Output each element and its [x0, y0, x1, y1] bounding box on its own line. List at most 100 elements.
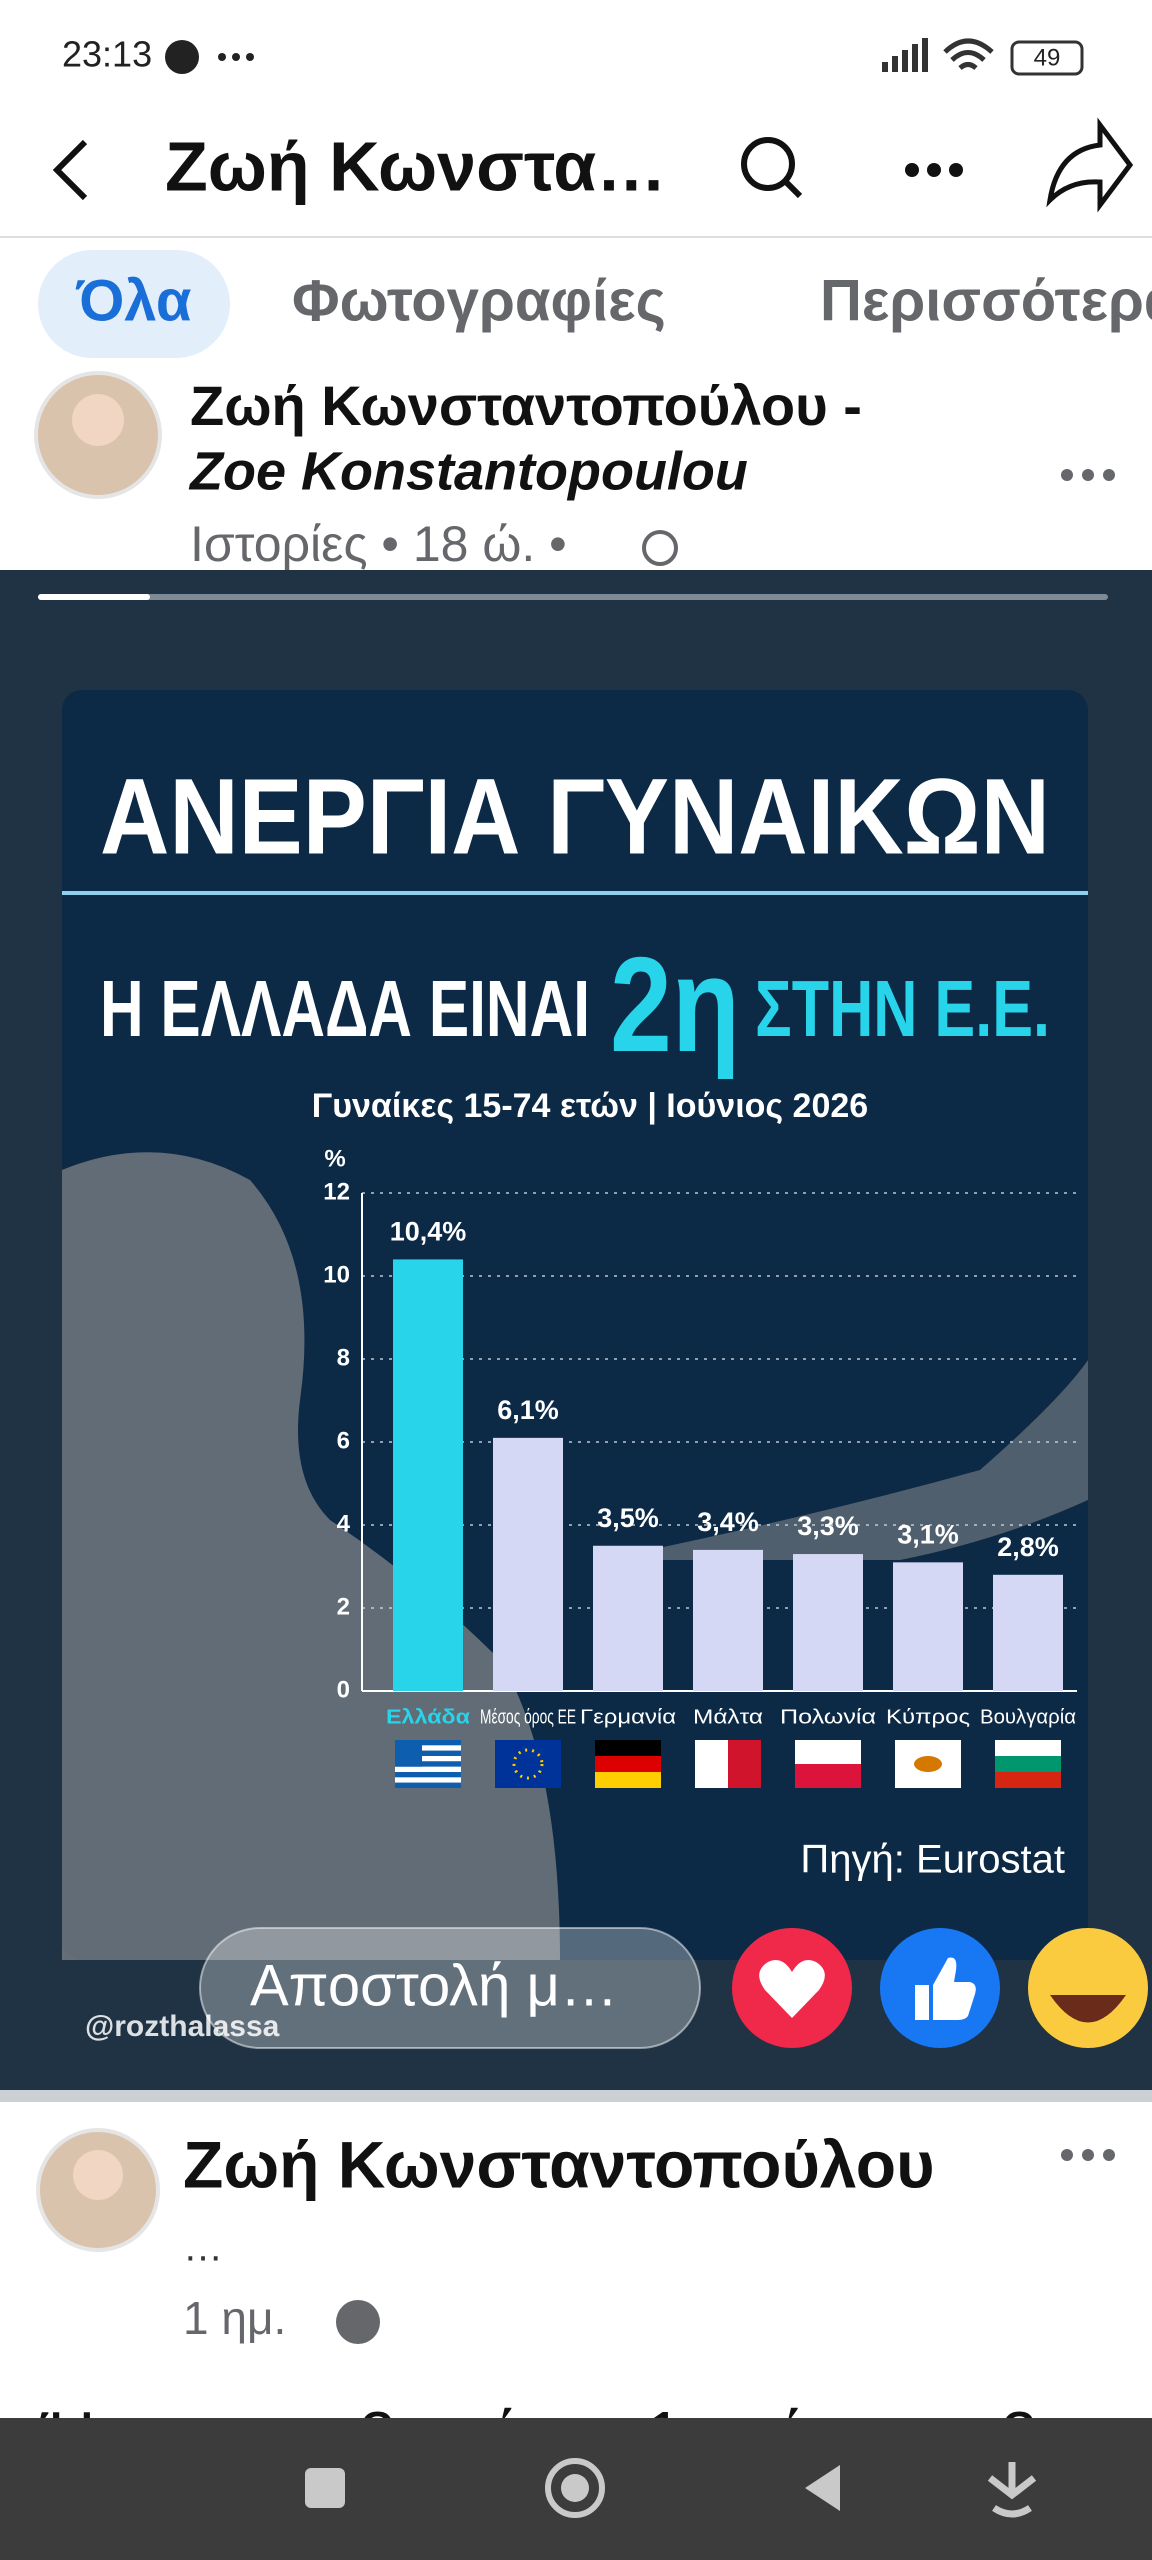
bar [993, 1574, 1063, 1691]
flag-stripe [395, 1782, 461, 1788]
chart-title: ΑΝΕΡΓΙΑ ΓΥΝΑΙΚΩΝ [100, 756, 1050, 877]
avatar-face [72, 394, 124, 446]
bar [793, 1554, 863, 1691]
flag-stripe [795, 1740, 861, 1764]
flag-stripe [395, 1756, 461, 1762]
battery-level: 49 [1034, 44, 1061, 71]
nav-recents[interactable] [305, 2468, 345, 2508]
value-label: 3,3% [797, 1511, 859, 1541]
x-tick-label: Μέσος όρος ΕΕ [480, 1706, 576, 1728]
x-tick-label: Μάλτα [693, 1706, 763, 1728]
progress-fill [38, 594, 150, 600]
tab[interactable]: Όλα [75, 268, 191, 333]
wifi-icon [943, 38, 994, 70]
value-label: 10,4% [390, 1217, 467, 1247]
value-label: 3,1% [897, 1519, 959, 1549]
flag-stripe [595, 1740, 661, 1756]
globe-icon [336, 2300, 380, 2344]
post-extra: … [183, 2226, 223, 2270]
bar [593, 1545, 663, 1691]
y-tick-label: 0 [337, 1676, 350, 1703]
chart-source: Πηγή: Eurostat [800, 1838, 1065, 1882]
value-label: 2,8% [997, 1532, 1059, 1562]
header-title: Ζωή Κωνστα… [165, 127, 666, 205]
flag-stripe [395, 1740, 461, 1746]
bar [393, 1259, 463, 1691]
bar [693, 1549, 763, 1691]
bar [893, 1562, 963, 1691]
chart: 0 2 4 6 8 10 12 10,4% Ελλάδα 6,1% Μέσος όρος ΕΕ 3,5… [323, 1178, 1077, 1788]
y-tick-label: 2 [337, 1593, 350, 1620]
status-time: 23:13 [62, 34, 152, 75]
post-author[interactable]: Ζωή Κωνσταντοπούλου [183, 2127, 935, 2201]
flag-stripe [995, 1772, 1061, 1788]
y-tick-label: 10 [323, 1261, 350, 1288]
messenger-icon [165, 40, 199, 74]
signal-icon [882, 38, 928, 72]
nav-back[interactable] [805, 2465, 840, 2511]
back-button[interactable] [52, 139, 88, 201]
tab[interactable]: Φωτογραφίες [292, 268, 666, 333]
post-more[interactable] [1061, 2149, 1115, 2161]
x-tick-label: Πολωνία [780, 1706, 876, 1728]
flag-stripe [595, 1756, 661, 1772]
flag-stripe [395, 1772, 461, 1778]
y-tick-label: 12 [323, 1178, 350, 1205]
headline: Η ΕΛΛΑΔΑ ΕΙΝΑΙ 2η ΣΤΗΝ Ε.Ε. [100, 929, 1050, 1080]
share-button[interactable] [1046, 117, 1134, 213]
x-tick-label: Γερμανία [580, 1706, 676, 1728]
flag-stripe [395, 1745, 461, 1751]
battery-icon [1010, 40, 1084, 76]
flag-stars [512, 1748, 544, 1780]
y-tick-label: 8 [337, 1344, 350, 1371]
nav-assist[interactable] [987, 2462, 1037, 2518]
flag-stripe [795, 1764, 861, 1788]
search-button[interactable] [741, 137, 803, 199]
flag-stripe [495, 1740, 561, 1788]
flag-stripe [595, 1772, 661, 1788]
story-author[interactable]: Zoe Konstantopoulou [188, 441, 748, 501]
status-dots [218, 53, 254, 61]
chart-subtitle: Γυναίκες 15-74 ετών | Ιούνιος 2026 [312, 1087, 868, 1125]
value-label: 3,5% [597, 1503, 659, 1533]
tab-active-bg [38, 250, 230, 358]
like-icon [915, 1957, 976, 2020]
x-tick-label: Ελλάδα [386, 1706, 471, 1728]
flag-stripe [395, 1766, 461, 1772]
reaction-haha[interactable] [1028, 1928, 1148, 2048]
tab[interactable]: Περισσότερα [820, 268, 1152, 333]
nav-home[interactable] [545, 2458, 605, 2518]
bar [493, 1437, 563, 1691]
globe-icon [642, 530, 678, 566]
more-button[interactable] [905, 163, 963, 177]
flag-stripe [728, 1740, 761, 1788]
flag-stripe [395, 1750, 461, 1756]
flag-stripe [395, 1761, 461, 1767]
reply-input[interactable] [199, 1927, 701, 2049]
headline-part: ΣΤΗΝ Ε.Ε. [755, 964, 1050, 1053]
photo-arm [600, 1360, 1088, 1560]
value-label: 3,4% [697, 1507, 759, 1537]
story-meta: Ιστορίες • 18 ώ. • [190, 516, 567, 572]
story-more[interactable] [1061, 469, 1115, 481]
post-time: 1 ημ. [183, 2292, 286, 2344]
value-label: 6,1% [497, 1395, 559, 1425]
y-axis-label: % [324, 1145, 345, 1172]
haha-mouth [1050, 1995, 1126, 2023]
flag-stripe [695, 1740, 728, 1788]
headline-part: 2η [610, 929, 740, 1080]
post-separator [0, 2090, 1152, 2102]
flag-stripe [395, 1777, 461, 1783]
heart-icon [759, 1959, 825, 2018]
flag-canton [395, 1740, 422, 1767]
progress-track [38, 594, 1108, 600]
flag-stripe [995, 1756, 1061, 1772]
x-tick-label: Βουλγαρία [980, 1706, 1076, 1728]
story-author[interactable]: Ζωή Κωνσταντοπούλου - [190, 374, 862, 437]
flag-emblem [914, 1756, 942, 1772]
y-tick-label: 6 [337, 1427, 350, 1454]
headline-part: Η ΕΛΛΑΔΑ ΕΙΝΑΙ [100, 964, 590, 1053]
avatar-face [73, 2150, 123, 2200]
